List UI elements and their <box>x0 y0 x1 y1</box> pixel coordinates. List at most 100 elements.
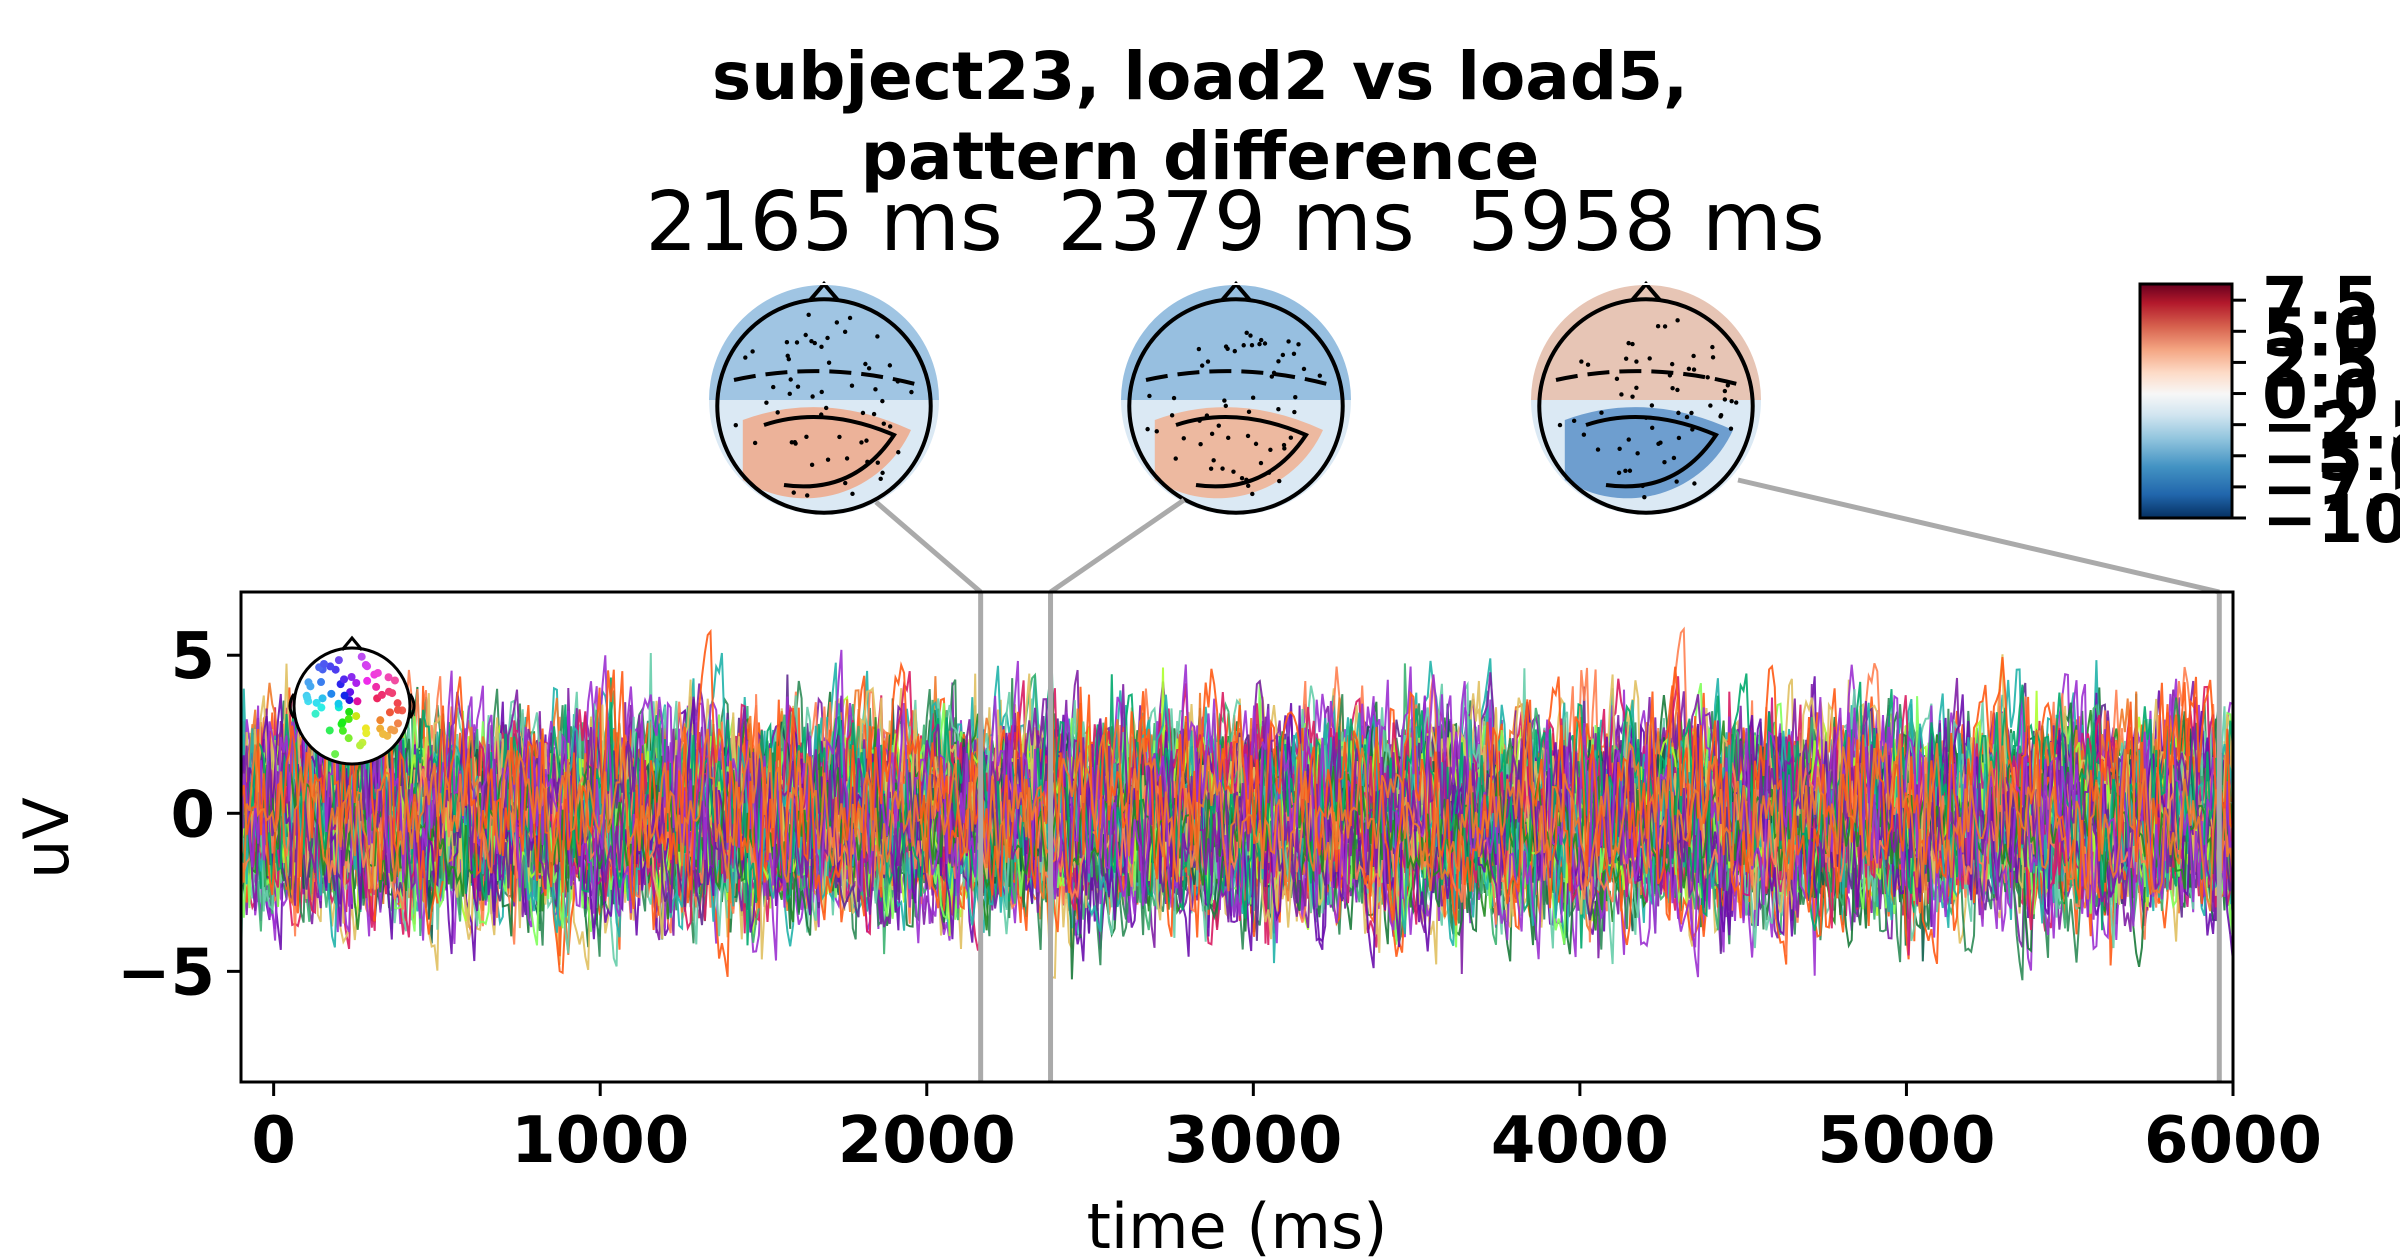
topomap-sensor-dot <box>1246 409 1252 415</box>
topomap-sensor-dot <box>784 339 790 345</box>
topomap-sensor-dot <box>1296 342 1301 347</box>
topomap-contour <box>763 415 897 489</box>
topomap-sensor-dot <box>1585 362 1591 367</box>
topomap-sensor-dot <box>887 363 893 368</box>
topomap-sensor-dot <box>875 460 880 465</box>
topomap-sensor-dot <box>1581 432 1587 437</box>
topomap-rim <box>1119 283 1353 517</box>
topomap-head-outline <box>715 297 933 515</box>
topomap-rim <box>1529 283 1763 517</box>
inset-sensor-dot <box>340 675 349 684</box>
topomap-sensor-dot <box>764 400 769 405</box>
topomap-sensor-dot <box>809 462 815 468</box>
topomap-sensor-dot <box>1619 392 1624 397</box>
x-tick-label: 3000 <box>1164 1104 1342 1178</box>
topomap-sensor-dot <box>794 340 800 345</box>
topomap-sensor-dot <box>1262 341 1268 346</box>
topomap-sensor-dot <box>819 389 824 395</box>
axes-frame <box>239 590 2235 1084</box>
inset-sensor-dot <box>306 682 315 691</box>
topomap-sensor-dot <box>752 440 758 446</box>
topomap-group <box>707 280 1763 517</box>
topomap-sensor-dot <box>837 434 842 440</box>
colorbar-ticks: 7.55.02.50.0−2.5−5.0−7.5−10.0 <box>2232 263 2400 558</box>
topomap-sensor-dot <box>849 383 855 388</box>
sensor-layout-inset <box>288 635 416 766</box>
topomap-sensor-dot <box>844 456 850 461</box>
topomap-sensor-dot <box>1223 403 1228 409</box>
topomap-sensor-dot <box>1728 426 1734 431</box>
topomap-sensor-dot <box>1616 470 1622 476</box>
topomap-sensor-dot <box>1292 409 1297 415</box>
topomap-contour <box>1175 415 1309 489</box>
topomap-lower-field <box>1154 407 1323 499</box>
topomap-sensor-dot <box>810 394 815 399</box>
topomap-sensor-dot <box>1650 425 1655 430</box>
topomap-sensor-dot <box>819 344 824 350</box>
topomap-sensor-dot <box>1710 355 1716 360</box>
inset-sensor-dot <box>327 689 336 698</box>
topomap-sensor-dot <box>1725 383 1731 388</box>
topomap-sensor-dot <box>1245 433 1251 439</box>
topomap-sensor-dot <box>863 361 868 367</box>
topomap-sensor-dot <box>1249 343 1255 348</box>
inset-sensor-dot <box>376 716 385 725</box>
topomap-sensor-dot <box>1199 363 1205 368</box>
topomap-upper-field <box>1120 284 1352 400</box>
topomap-sensor-dot <box>1571 418 1577 424</box>
topomap-sensor-dot <box>1710 344 1715 350</box>
topomap-sensor-dot <box>1708 403 1713 408</box>
topomap-sensor-dot <box>1211 458 1216 463</box>
inset-head-ear <box>288 693 296 719</box>
topomap-sensor-dot <box>1692 481 1697 486</box>
topomap-2 <box>1119 280 1353 517</box>
topomap-sensor-dot <box>843 480 848 486</box>
y-tick-label: −5 <box>117 936 215 1010</box>
topomap-sensor-dot <box>1244 478 1249 484</box>
topomap-sensor-dot <box>1208 466 1214 471</box>
topomap-sensor-dot <box>864 438 869 443</box>
topomap-sensor-dot <box>847 315 853 321</box>
topomap-sensor-dot <box>1268 447 1273 453</box>
inset-sensor-dot <box>338 718 347 727</box>
topomap-sensor-dot <box>1169 413 1175 418</box>
topomap-contour <box>1145 369 1332 387</box>
topomap-sensor-dot <box>1276 407 1281 412</box>
topomap-sensor-dot <box>789 440 795 445</box>
inset-sensor-dot <box>303 693 312 702</box>
topomap-sensor-dot <box>1196 346 1202 352</box>
topomap-sensor-dot <box>793 441 798 446</box>
plot-area: 0 1000 2000 3000 4000 5000 6000 5 0 −5 time (ms)… <box>10 590 2322 1260</box>
channel-trace <box>241 691 2233 912</box>
topomap-sensor-dot <box>1250 491 1255 497</box>
topomap-sensor-dot <box>1286 339 1291 344</box>
topomap-sensor-dot <box>866 366 872 371</box>
topomap-sensor-dot <box>1291 351 1297 356</box>
topomap-sensor-dot <box>1181 436 1186 441</box>
topomap-sensor-dot <box>1670 386 1675 391</box>
topomap-sensor-dot <box>1258 460 1264 466</box>
topomap-sensor-dot <box>823 405 829 411</box>
topomap-sensor-dot <box>1154 429 1159 434</box>
channel-trace <box>241 628 2233 937</box>
topomap-sensor-dot <box>1276 359 1281 364</box>
topomap-sensor-dot <box>795 384 801 389</box>
topomap-connectors <box>874 477 2220 595</box>
topomap-sensor-dot <box>1599 410 1604 415</box>
topomap-time-label: 2379 ms <box>1057 175 1414 270</box>
colorbar-tick-label: 5.0 <box>2262 294 2379 371</box>
chart-title-line-1: subject23, load2 vs load5, <box>711 38 1689 115</box>
topomap-sensor-dot <box>1293 395 1298 400</box>
topomap-sensor-dot <box>880 398 885 404</box>
topomap-sensor-dot <box>1216 423 1221 428</box>
inset-sensor-dot <box>325 726 334 735</box>
topomap-3 <box>1529 280 1763 517</box>
inset-sensor-dot <box>393 719 402 728</box>
inset-sensor-dot <box>363 676 372 685</box>
topomap-sensor-dot <box>1626 340 1631 346</box>
topomap-sensor-dot <box>1239 475 1245 481</box>
inset-sensor-dot <box>388 689 397 698</box>
inset-sensor-dot <box>373 668 382 677</box>
topomap-sensor-dot <box>1147 393 1152 399</box>
inset-sensor-dot <box>345 707 354 716</box>
